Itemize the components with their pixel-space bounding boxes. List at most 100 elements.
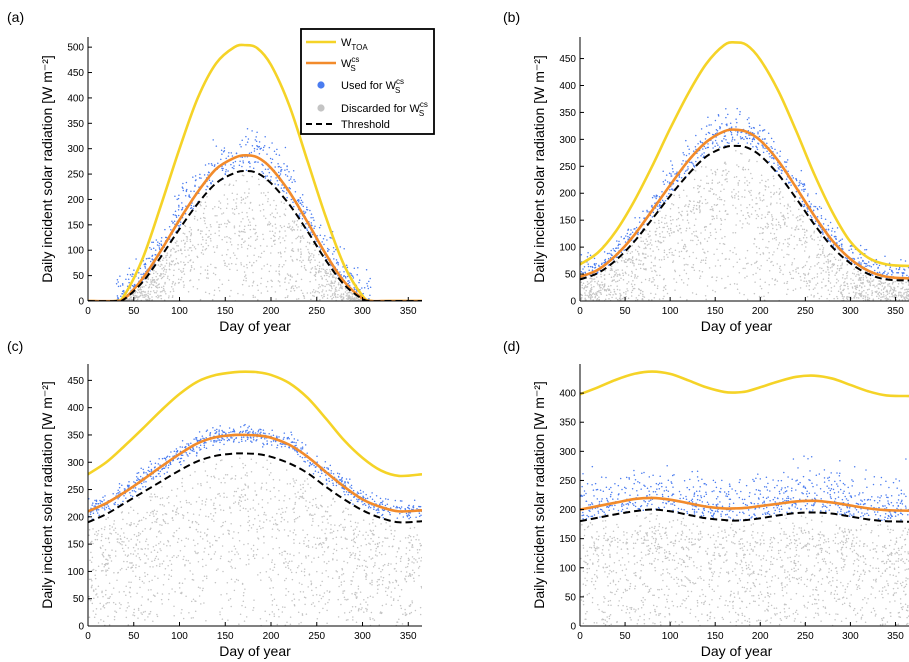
discarded-point [292, 228, 294, 231]
used-point [366, 282, 368, 285]
used-point [275, 177, 277, 179]
used-point [221, 429, 223, 432]
used-point [687, 166, 689, 168]
discarded-point [759, 232, 761, 235]
used-point [303, 460, 305, 463]
discarded-point [795, 268, 797, 271]
discarded-point [152, 594, 155, 596]
used-point [674, 173, 676, 175]
discarded-point [839, 259, 842, 261]
discarded-point [323, 295, 325, 297]
discarded-point [332, 274, 334, 276]
discarded-point [778, 193, 780, 196]
used-point [387, 498, 389, 501]
discarded-point [162, 272, 164, 275]
discarded-point [318, 253, 320, 256]
used-point [227, 155, 230, 157]
used-point [312, 473, 315, 475]
discarded-point [746, 184, 749, 187]
discarded-point [758, 191, 761, 194]
discarded-point [138, 556, 141, 559]
discarded-point [608, 293, 610, 295]
discarded-point [700, 261, 702, 263]
discarded-point [241, 238, 243, 240]
used-point [670, 175, 672, 177]
discarded-point [881, 296, 884, 298]
discarded-point [649, 248, 652, 250]
discarded-point [760, 217, 763, 220]
used-point [625, 235, 627, 237]
used-point [240, 436, 243, 438]
used-point [803, 190, 805, 192]
discarded-point [639, 289, 642, 292]
panel-label: (b) [503, 9, 520, 25]
discarded-point [283, 263, 285, 266]
used-point [829, 240, 831, 242]
discarded-point [162, 289, 164, 292]
used-point [316, 461, 318, 463]
used-point [241, 431, 244, 434]
used-point [672, 183, 675, 185]
discarded-point [270, 237, 272, 240]
used-point [328, 480, 331, 482]
discarded-point [275, 270, 277, 272]
used-point [170, 228, 172, 231]
used-point [762, 129, 765, 131]
used-point [264, 168, 267, 171]
used-point [210, 440, 212, 442]
discarded-point [619, 292, 621, 295]
used-point [901, 275, 904, 277]
used-point [138, 488, 140, 490]
used-point [876, 263, 878, 266]
discarded-point [149, 273, 152, 276]
discarded-point [735, 193, 737, 195]
discarded-point [846, 282, 848, 285]
discarded-point [877, 293, 879, 296]
used-point [356, 491, 359, 493]
used-point [215, 145, 218, 147]
discarded-point [654, 231, 657, 233]
used-point [170, 451, 172, 453]
x-tick-label: 250 [797, 306, 814, 317]
discarded-point [764, 189, 767, 191]
discarded-point [776, 228, 778, 231]
discarded-point [768, 211, 771, 213]
discarded-point [217, 226, 220, 228]
used-point [134, 283, 136, 286]
discarded-point [338, 282, 340, 284]
used-point [761, 138, 764, 140]
discarded-point [598, 298, 600, 301]
used-point [724, 135, 727, 137]
discarded-point [762, 194, 765, 197]
used-point [369, 286, 372, 289]
used-point [335, 259, 338, 261]
discarded-point [637, 288, 640, 290]
discarded-point [833, 285, 836, 287]
discarded-point [140, 292, 142, 294]
discarded-point [645, 229, 647, 232]
discarded-point [248, 237, 250, 240]
used-point [261, 446, 264, 448]
used-point [150, 248, 153, 250]
discarded-point [172, 274, 175, 277]
discarded-point [694, 170, 697, 172]
used-point [281, 189, 284, 192]
used-point [353, 267, 356, 269]
used-point [273, 150, 276, 153]
used-point [131, 489, 134, 492]
discarded-point [645, 257, 647, 259]
used-point [669, 189, 671, 191]
discarded-point [192, 244, 194, 246]
discarded-point [800, 239, 802, 242]
used-point [165, 466, 167, 468]
discarded-point [202, 253, 205, 255]
discarded-point [336, 529, 339, 532]
discarded-point [306, 509, 308, 512]
panel-label: (a) [7, 9, 24, 25]
discarded-point [341, 286, 343, 288]
discarded-point [694, 234, 696, 237]
discarded-point [189, 279, 192, 281]
used-point [128, 281, 130, 284]
discarded-point [770, 202, 772, 205]
used-point [777, 167, 780, 169]
